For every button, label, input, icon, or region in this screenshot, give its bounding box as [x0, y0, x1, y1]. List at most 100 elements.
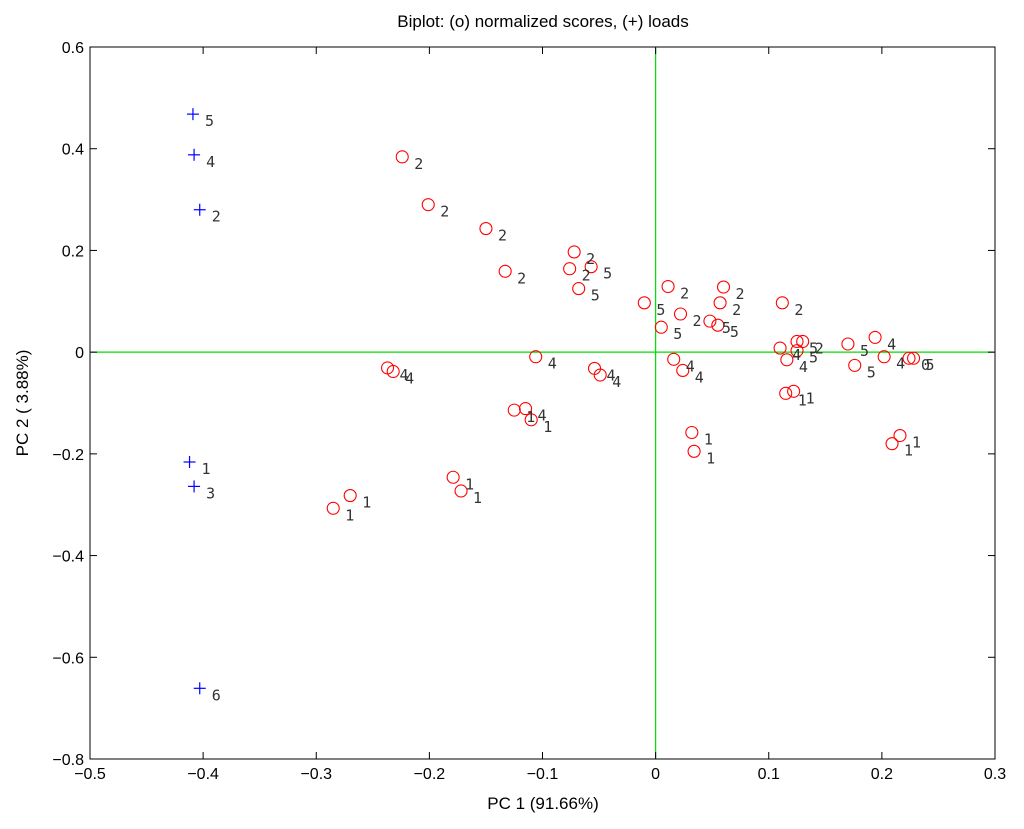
y-tick-label: 0	[75, 345, 84, 362]
load-point	[193, 682, 206, 695]
score-point-label: 2	[517, 269, 526, 287]
score-point	[661, 279, 675, 294]
score-point	[593, 368, 607, 382]
score-point-label: 5	[603, 265, 612, 283]
score-point	[906, 351, 921, 365]
score-point	[885, 437, 899, 451]
score-point	[479, 222, 493, 236]
data-points	[183, 108, 921, 695]
score-point	[779, 386, 793, 400]
x-tick-label: −0.2	[414, 766, 446, 783]
score-point	[584, 260, 598, 274]
score-point-label: 1	[912, 434, 921, 452]
score-point	[673, 307, 688, 321]
chart-title: Biplot: (o) normalized scores, (+) loads	[397, 12, 688, 31]
score-point-label: 2	[680, 285, 689, 303]
score-point-label: 1	[706, 449, 715, 467]
score-point	[498, 264, 512, 278]
y-tick-label: 0.4	[62, 142, 84, 159]
score-point-label: 4	[400, 366, 409, 384]
score-point	[893, 428, 907, 443]
score-point-label: 4	[538, 407, 547, 425]
score-point-label: 1	[465, 475, 474, 493]
score-point-label: 4	[896, 355, 905, 373]
score-point-label: 5	[860, 342, 869, 360]
score-point	[343, 489, 357, 503]
score-point	[395, 150, 409, 164]
load-point-label: 5	[205, 112, 214, 130]
score-point-label: 0	[921, 356, 930, 374]
score-point-label: 2	[732, 301, 741, 319]
x-tick-label: 0.3	[984, 766, 1006, 783]
y-tick-label: −0.4	[52, 549, 84, 566]
score-point-label: 2	[736, 285, 745, 303]
score-point-label: 4	[686, 357, 695, 375]
score-point-label: 5	[591, 287, 600, 305]
score-point	[563, 262, 577, 276]
score-point-label: 4	[792, 346, 801, 364]
score-point-label: 2	[440, 203, 449, 221]
score-point	[454, 484, 468, 498]
score-point	[687, 444, 701, 458]
y-tick-label: −0.6	[52, 650, 84, 667]
score-point	[790, 344, 804, 358]
load-point-label: 3	[206, 484, 215, 502]
score-point-label: 5	[656, 301, 665, 319]
score-point	[421, 198, 435, 212]
score-point	[780, 353, 794, 367]
x-tick-label: 0.2	[871, 766, 893, 783]
score-point-label: 5	[673, 325, 682, 343]
score-point-label: 2	[414, 155, 423, 173]
score-point	[841, 337, 855, 351]
load-point	[183, 455, 196, 468]
score-point	[775, 296, 789, 310]
axis-ticks	[89, 46, 996, 760]
score-point-label: 5	[809, 339, 818, 357]
x-tick-label: −0.1	[527, 766, 559, 783]
x-tick-label: −0.3	[300, 766, 332, 783]
load-point	[188, 148, 201, 161]
score-point	[524, 413, 538, 427]
load-point-label: 2	[212, 208, 221, 226]
score-point-label: 4	[405, 369, 414, 387]
score-point-label: 5	[926, 356, 935, 374]
y-tick-label: −0.2	[52, 447, 84, 464]
score-point	[716, 280, 731, 294]
y-axis-label: PC 2 ( 3.88%)	[13, 350, 32, 457]
load-point-label: 4	[206, 153, 215, 171]
score-point-label: 4	[607, 366, 616, 384]
x-tick-label: 0	[651, 766, 660, 783]
score-point	[567, 245, 581, 259]
score-point-label: 2	[815, 339, 824, 357]
score-point-label: 1	[798, 391, 807, 409]
score-point-label: 1	[704, 430, 713, 448]
score-point	[711, 318, 725, 332]
score-point	[848, 358, 862, 372]
score-point-label: 1	[904, 442, 913, 460]
x-axis-label: PC 1 (91.66%)	[487, 794, 599, 813]
x-tick-label: −0.5	[74, 766, 106, 783]
score-point-label: 4	[887, 335, 896, 353]
score-point	[790, 334, 804, 349]
load-point-label: 6	[212, 686, 221, 704]
score-point-label: 5	[722, 319, 731, 337]
score-point-label: 5	[867, 363, 876, 381]
score-point-label: 1	[362, 494, 371, 512]
score-point-label: 2	[582, 267, 591, 285]
zero-lines	[90, 47, 995, 759]
score-point-label: 2	[794, 301, 803, 319]
score-point	[685, 425, 699, 440]
score-point	[902, 351, 916, 365]
score-point-label: 1	[526, 408, 535, 426]
score-point	[518, 402, 533, 416]
score-point	[637, 296, 651, 310]
score-point	[386, 364, 400, 379]
score-point-label: 1	[345, 506, 354, 524]
score-point	[654, 320, 668, 334]
load-point	[186, 108, 199, 121]
score-point	[529, 350, 543, 364]
score-point-label: 5	[809, 349, 818, 367]
score-point-label: 4	[548, 355, 557, 373]
score-point-label: 4	[799, 358, 808, 376]
